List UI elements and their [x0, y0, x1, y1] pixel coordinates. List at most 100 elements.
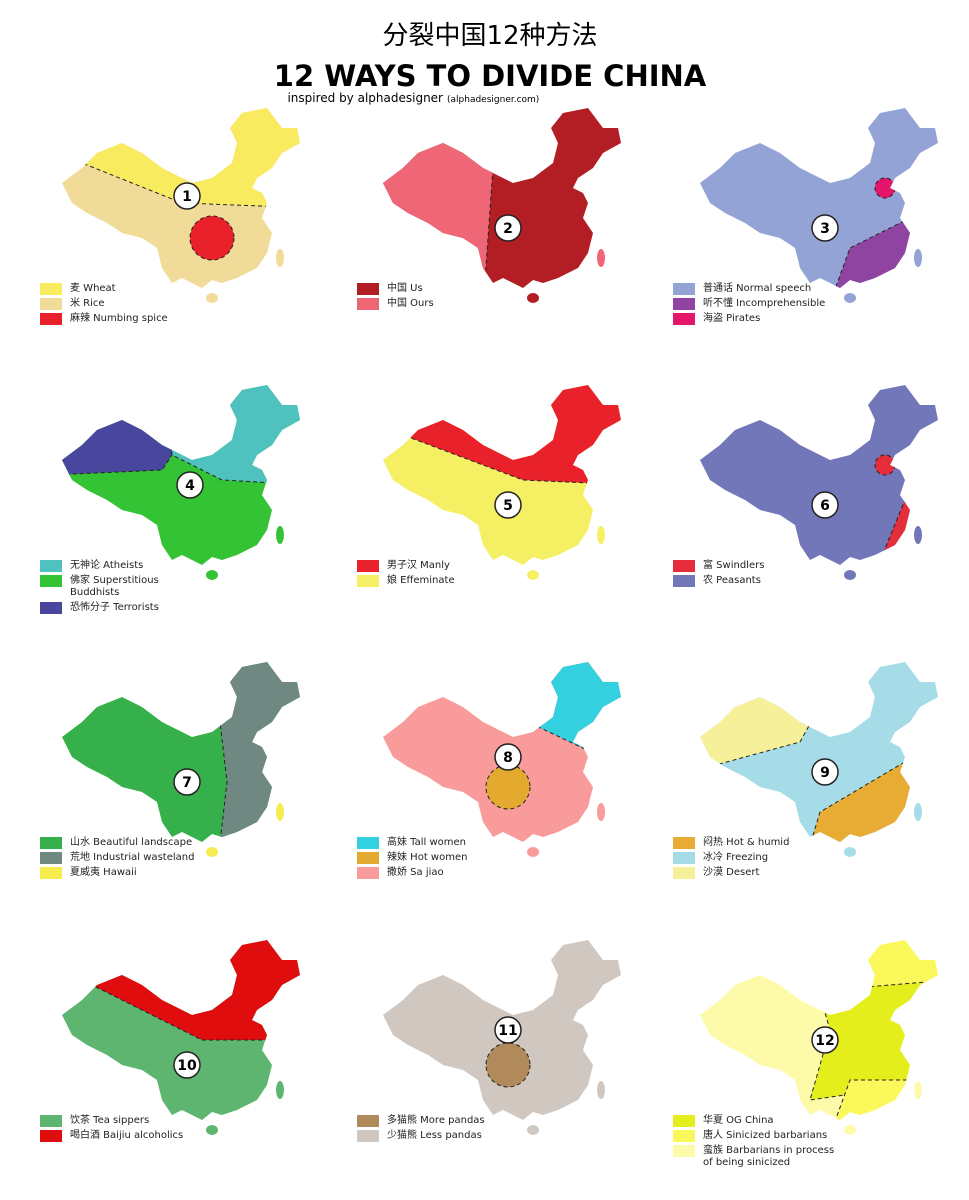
- map: 11: [383, 940, 621, 1135]
- legend-swatch: [40, 1115, 62, 1127]
- legend-item: 中国 Us: [357, 283, 434, 295]
- legend-label: 麻辣 Numbing spice: [70, 313, 168, 324]
- map: 5: [383, 385, 621, 580]
- map-number: 8: [503, 750, 513, 766]
- legend-label: 佛家 Superstitious Buddhists: [70, 575, 159, 598]
- number-badge: [494, 214, 522, 242]
- legend-item: 华夏 OG China: [673, 1115, 843, 1127]
- legend-label: 冰冷 Freezing: [703, 852, 769, 863]
- legend-item: 娘 Effeminate: [357, 575, 455, 587]
- map: 1: [62, 108, 300, 303]
- map: 2: [383, 108, 621, 303]
- subtitle: inspired by alphadesigner: [287, 91, 443, 105]
- island-taiwan: [914, 1081, 922, 1099]
- legend: 男子汉 Manly 娘 Effeminate: [357, 560, 455, 590]
- legend-swatch: [357, 867, 379, 879]
- legend-label: 恐怖分子 Terrorists: [70, 602, 159, 613]
- legend-item: 高妹 Tall women: [357, 837, 467, 849]
- country-shape: [700, 385, 938, 565]
- region: [485, 764, 531, 810]
- legend-item: 恐怖分子 Terrorists: [40, 602, 210, 614]
- island-hainan: [844, 1125, 856, 1135]
- map: 6: [700, 385, 938, 580]
- legend-label: 米 Rice: [70, 298, 105, 309]
- legend-item: 多猫熊 More pandas: [357, 1115, 485, 1127]
- island-hainan: [527, 570, 539, 580]
- legend-swatch: [40, 852, 62, 864]
- legend-label: 少猫熊 Less pandas: [387, 1130, 482, 1141]
- region: [189, 215, 235, 261]
- map-number: 1: [182, 189, 192, 205]
- map-number: 11: [498, 1023, 517, 1039]
- legend-label: 蛮族 Barbarians in process of being sinici…: [703, 1145, 835, 1168]
- map-number: 6: [820, 498, 830, 514]
- island-hainan: [206, 570, 218, 580]
- number-badge: [811, 491, 839, 519]
- map-number: 4: [185, 478, 195, 494]
- island-taiwan: [914, 803, 922, 821]
- legend-label: 饮茶 Tea sippers: [70, 1115, 150, 1126]
- legend-item: 闷热 Hot & humid: [673, 837, 789, 849]
- legend-swatch: [357, 1130, 379, 1142]
- map-number: 9: [820, 765, 830, 781]
- map: 4: [62, 385, 300, 580]
- legend-swatch: [40, 837, 62, 849]
- island-hainan: [206, 293, 218, 303]
- number-badge: [811, 758, 839, 786]
- legend-swatch: [40, 283, 62, 295]
- legend-item: 佛家 Superstitious Buddhists: [40, 575, 210, 599]
- island-hainan: [206, 1125, 218, 1135]
- regions: [211, 662, 300, 842]
- legend-swatch: [673, 283, 695, 295]
- legend-swatch: [357, 298, 379, 310]
- legend-swatch: [673, 867, 695, 879]
- legend-swatch: [673, 1115, 695, 1127]
- legend: 中国 Us 中国 Ours: [357, 283, 434, 313]
- legend-label: 多猫熊 More pandas: [387, 1115, 485, 1126]
- legend-item: 饮茶 Tea sippers: [40, 1115, 183, 1127]
- legend-swatch: [357, 837, 379, 849]
- legend-label: 中国 Ours: [387, 298, 434, 309]
- legend-item: 麻辣 Numbing spice: [40, 313, 168, 325]
- island-taiwan: [276, 249, 284, 267]
- island-taiwan: [597, 249, 605, 267]
- region: [383, 108, 499, 288]
- number-badge: [173, 1051, 201, 1079]
- legend: 多猫熊 More pandas 少猫熊 Less pandas: [357, 1115, 485, 1145]
- legend-item: 麦 Wheat: [40, 283, 168, 295]
- legend-item: 农 Peasants: [673, 575, 764, 587]
- island-hainan: [527, 847, 539, 857]
- island-hainan: [206, 847, 218, 857]
- island-taiwan: [914, 249, 922, 267]
- island-hainan: [844, 847, 856, 857]
- island-hainan: [844, 570, 856, 580]
- number-badge: [173, 182, 201, 210]
- region: [874, 177, 896, 199]
- legend: 无神论 Atheists 佛家 Superstitious Buddhists 恐怖…: [40, 560, 210, 617]
- country-shape: [700, 108, 938, 288]
- island-taiwan: [597, 803, 605, 821]
- source: (alphadesigner.com): [447, 95, 539, 105]
- legend: 富 Swindlers 农 Peasants: [673, 560, 764, 590]
- legend-label: 喝白酒 Baijiu alcoholics: [70, 1130, 184, 1141]
- legend-label: 男子汉 Manly: [387, 560, 450, 571]
- legend-item: 中国 Ours: [357, 298, 434, 310]
- legend-label: 普通话 Normal speech: [703, 283, 812, 294]
- legend-swatch: [40, 560, 62, 572]
- number-badge: [811, 214, 839, 242]
- legend-swatch: [357, 575, 379, 587]
- island-taiwan: [597, 1081, 605, 1099]
- legend-label: 沙漠 Desert: [703, 867, 760, 878]
- legend-swatch: [40, 602, 62, 614]
- island-taiwan: [276, 803, 284, 821]
- legend-swatch: [673, 852, 695, 864]
- map-number: 2: [503, 221, 513, 237]
- island-taiwan: [276, 1081, 284, 1099]
- legend-label: 唐人 Sinicized barbarians: [703, 1130, 828, 1141]
- map-number: 5: [503, 498, 513, 514]
- legend-label: 中国 Us: [387, 283, 423, 294]
- legend-swatch: [357, 852, 379, 864]
- island-hainan: [527, 1125, 539, 1135]
- map-number: 7: [182, 775, 192, 791]
